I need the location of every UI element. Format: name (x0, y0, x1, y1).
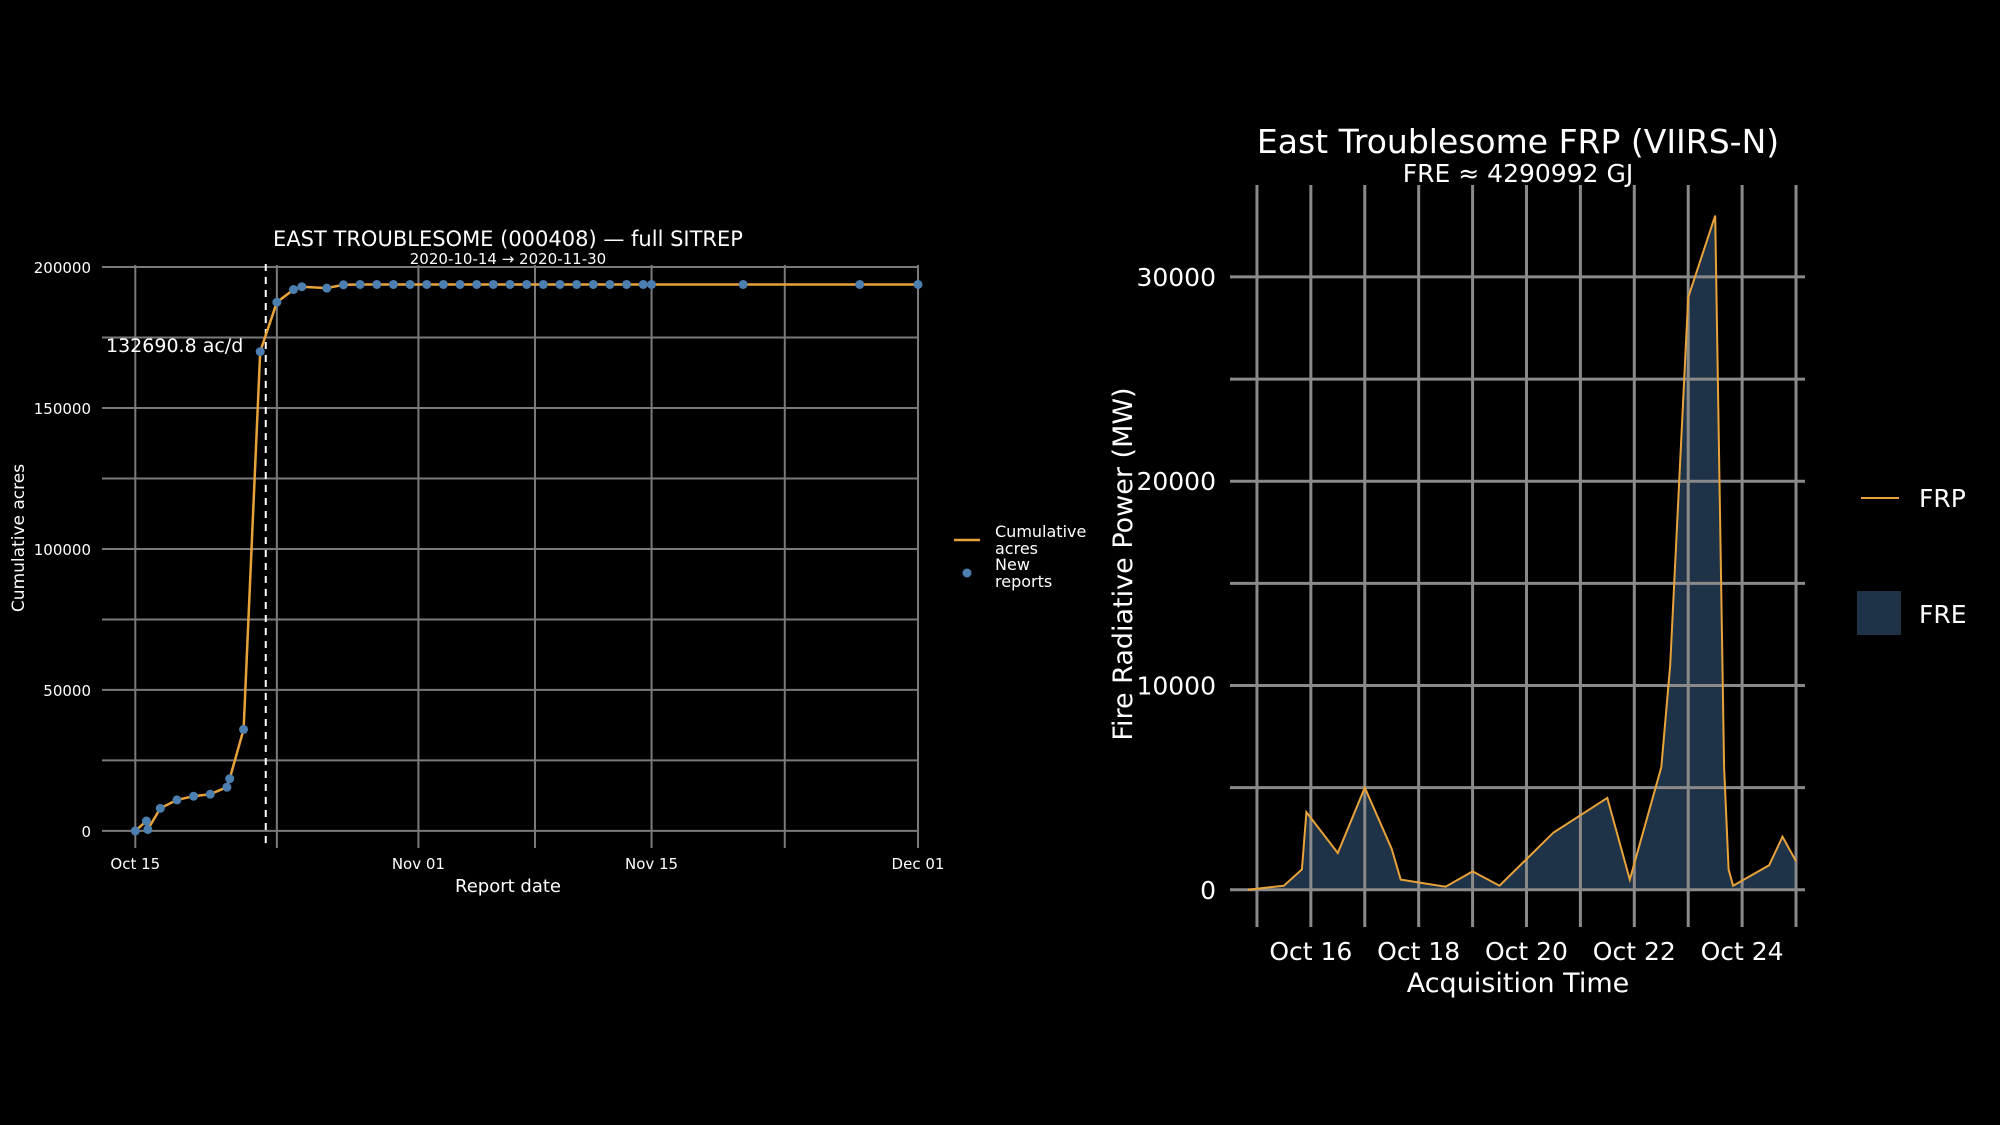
new-report-point-35 (738, 279, 748, 289)
left-x-tick-label: Dec 01 (892, 855, 945, 873)
new-report-point-12 (289, 285, 299, 295)
right-y-tick-label: 10000 (1136, 672, 1216, 701)
new-report-point-8 (225, 774, 235, 784)
new-report-point-26 (522, 279, 532, 289)
left-x-tick-labels: Oct 15 Nov 01 Nov 15 Dec 01 (110, 855, 944, 873)
cumulative-acres-line (134, 283, 918, 834)
new-report-point-17 (372, 279, 382, 289)
right-x-tick-label: Oct 24 (1701, 937, 1784, 966)
legend-label-cumulative-acres: Cumulative acres (995, 522, 1091, 558)
right-x-tick-label: Oct 20 (1485, 937, 1568, 966)
new-report-point-29 (572, 279, 582, 289)
left-x-tick-label: Oct 15 (110, 855, 160, 873)
new-report-point-11 (272, 297, 282, 307)
frp-chart: East Troublesome FRP (VIIRS-N) FRE ≈ 429… (1108, 122, 1967, 999)
new-report-point-23 (472, 279, 482, 289)
new-report-point-13 (297, 282, 307, 292)
new-report-point-14 (322, 283, 332, 293)
new-report-point-16 (355, 279, 365, 289)
new-report-point-15 (338, 280, 348, 290)
right-legend: FRP FRE (1857, 484, 1967, 635)
growth-rate-annotation: 132690.8 ac/d (106, 335, 243, 357)
right-x-tick-label: Oct 22 (1593, 937, 1676, 966)
left-x-tick-label: Nov 15 (625, 855, 678, 873)
new-report-point-3 (155, 803, 165, 813)
new-report-point-1 (141, 816, 151, 826)
legend-swatch-new-reports (962, 568, 972, 578)
right-chart-title: East Troublesome FRP (VIIRS-N) (1257, 122, 1779, 161)
new-report-point-19 (405, 279, 415, 289)
left-legend: Cumulative acres New reports (954, 522, 1091, 591)
new-report-point-0 (130, 826, 140, 836)
new-report-point-28 (555, 279, 565, 289)
new-report-point-5 (189, 791, 199, 801)
right-x-axis-label: Acquisition Time (1407, 968, 1630, 999)
new-report-point-6 (205, 789, 215, 799)
new-report-point-37 (913, 279, 923, 289)
left-y-tick-label: 200000 (34, 259, 91, 277)
left-y-tick-label: 50000 (43, 682, 91, 700)
left-y-tick-label: 0 (81, 823, 91, 841)
left-gridlines (102, 265, 919, 848)
left-y-tick-label: 100000 (34, 541, 91, 559)
left-x-tick-label: Nov 01 (392, 855, 445, 873)
new-report-point-10 (255, 347, 265, 357)
legend-swatch-fre (1857, 591, 1901, 635)
new-report-point-22 (455, 279, 465, 289)
right-axis-ticks (1255, 900, 1798, 927)
cumulative-acres-chart: EAST TROUBLESOME (000408) — full SITREP … (9, 227, 1091, 897)
new-report-point-30 (588, 279, 598, 289)
fre-area (1248, 215, 1796, 890)
left-chart-title: EAST TROUBLESOME (000408) — full SITREP (273, 227, 743, 251)
right-x-tick-label: Oct 18 (1377, 937, 1460, 966)
frp-line (1247, 215, 1797, 891)
new-report-point-4 (172, 795, 182, 805)
left-x-axis-label: Report date (455, 876, 561, 897)
left-y-tick-label: 150000 (34, 400, 91, 418)
new-report-point-36 (855, 279, 865, 289)
right-y-axis-label: Fire Radiative Power (MW) (1108, 387, 1139, 740)
new-report-point-20 (422, 279, 432, 289)
new-report-point-31 (605, 279, 615, 289)
new-report-point-27 (538, 279, 548, 289)
new-report-point-7 (222, 782, 232, 792)
new-report-point-34 (647, 279, 657, 289)
right-y-tick-label: 20000 (1136, 467, 1216, 496)
left-chart-subtitle: 2020-10-14 → 2020-11-30 (410, 250, 606, 268)
new-report-point-21 (438, 279, 448, 289)
right-chart-subtitle: FRE ≈ 4290992 GJ (1403, 159, 1633, 188)
right-x-tick-label: Oct 16 (1269, 937, 1352, 966)
new-report-point-9 (239, 724, 249, 734)
new-report-point-2 (143, 824, 153, 834)
right-x-tick-labels: Oct 16 Oct 18 Oct 20 Oct 22 Oct 24 (1269, 937, 1783, 966)
new-reports-points (130, 279, 923, 836)
right-y-tick-label: 0 (1200, 876, 1216, 905)
legend-label-frp: FRP (1919, 484, 1966, 513)
left-y-axis-label: Cumulative acres (9, 464, 29, 612)
new-report-point-18 (388, 279, 398, 289)
new-report-point-33 (638, 279, 648, 289)
legend-label-fre: FRE (1919, 600, 1967, 629)
right-y-tick-labels: 0 10000 20000 30000 (1136, 263, 1216, 905)
right-y-tick-label: 30000 (1136, 263, 1216, 292)
new-report-point-32 (622, 279, 632, 289)
new-report-point-25 (505, 279, 515, 289)
legend-label-new-reports: New reports (995, 555, 1052, 591)
left-y-tick-labels: 0 50000 100000 150000 200000 (34, 259, 91, 841)
new-report-point-24 (488, 279, 498, 289)
